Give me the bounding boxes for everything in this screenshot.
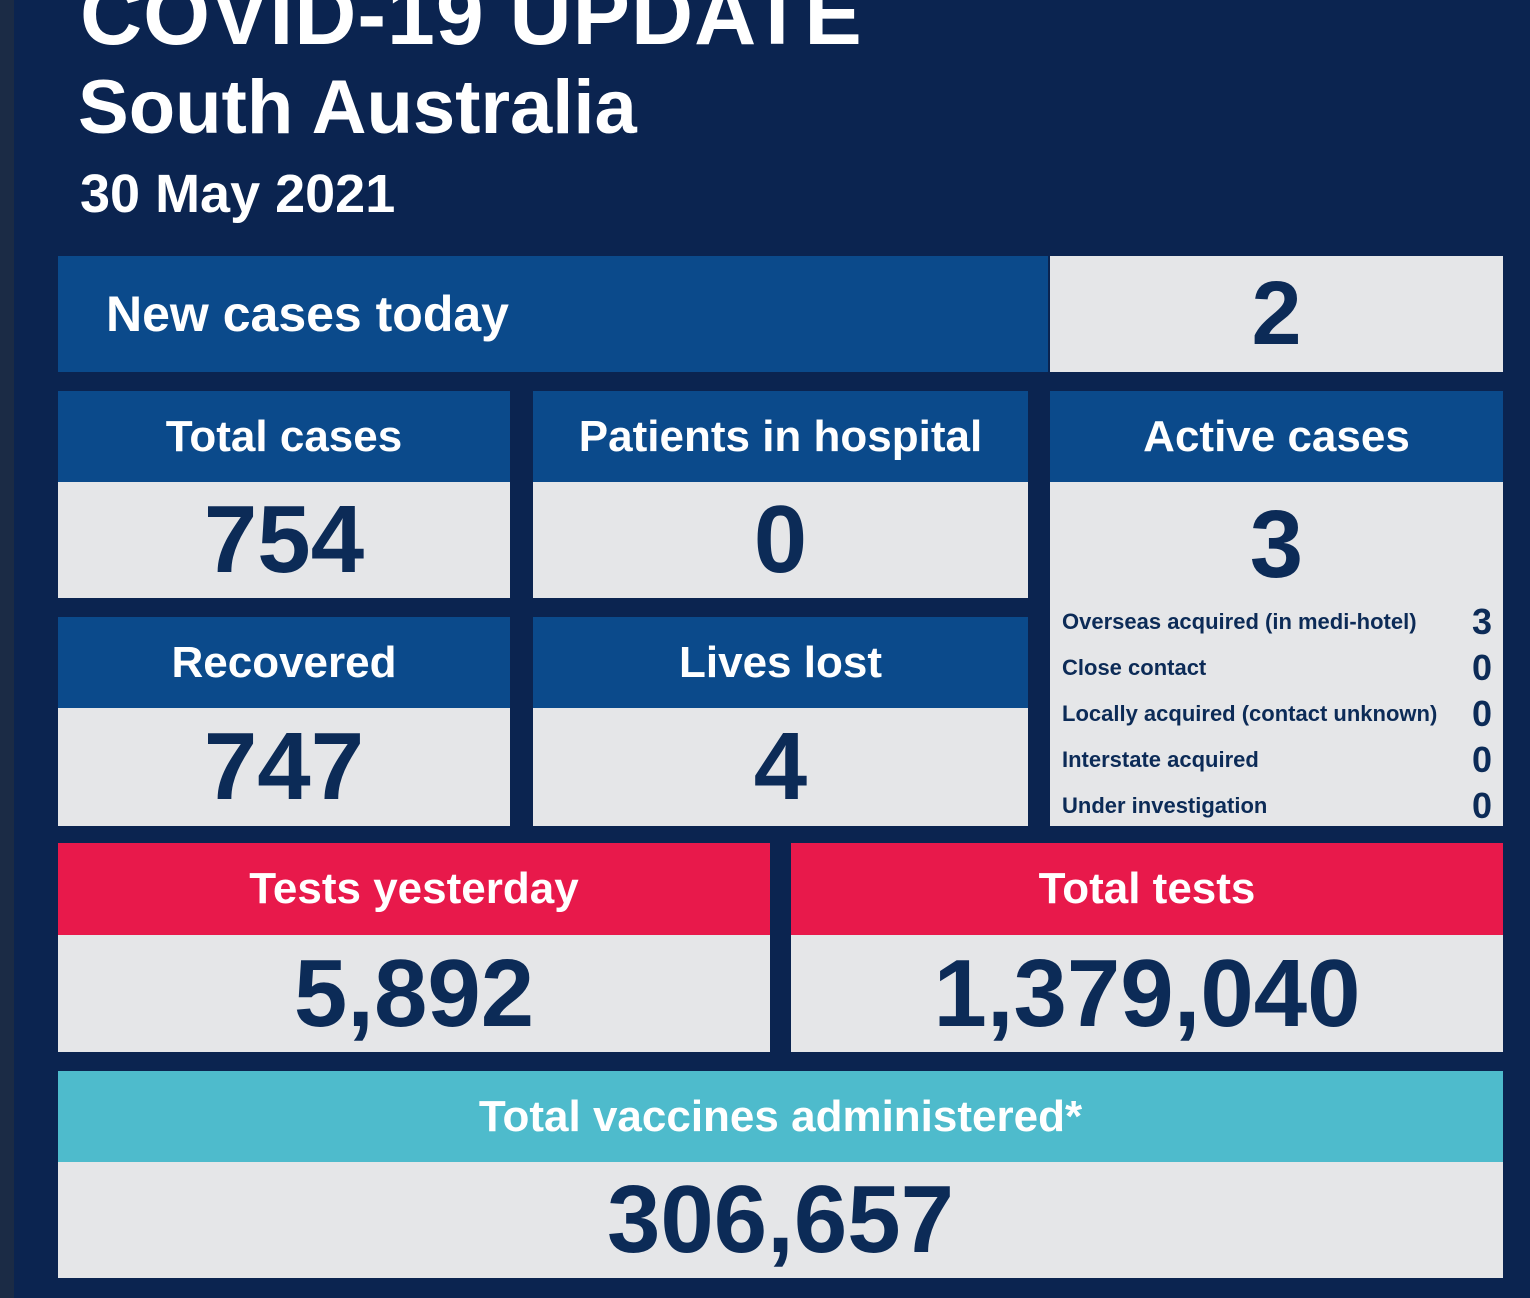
vaccines-label: Total vaccines administered*	[58, 1071, 1503, 1162]
breakdown-row: Close contact 0	[1062, 646, 1492, 690]
breakdown-row: Overseas acquired (in medi-hotel) 3	[1062, 600, 1492, 644]
breakdown-label: Locally acquired (contact unknown)	[1062, 701, 1438, 726]
new-cases-label: New cases today	[58, 256, 1048, 372]
new-cases-value: 2	[1050, 256, 1503, 372]
breakdown-row: Under investigation 0	[1062, 784, 1492, 828]
breakdown-label: Overseas acquired (in medi-hotel)	[1062, 609, 1417, 634]
tests-yesterday-label: Tests yesterday	[58, 843, 770, 935]
breakdown-row: Interstate acquired 0	[1062, 738, 1492, 782]
breakdown-value: 0	[1471, 647, 1492, 688]
active-cases-value: 3	[1249, 491, 1304, 598]
total-tests-value: 1,379,040	[791, 935, 1503, 1052]
title: COVID-19 UPDATE	[80, 0, 863, 63]
date: 30 May 2021	[80, 164, 396, 224]
breakdown-row: Locally acquired (contact unknown) 0	[1062, 692, 1492, 736]
subtitle: South Australia	[78, 65, 637, 150]
breakdown-label: Close contact	[1062, 655, 1207, 680]
total-cases-label: Total cases	[58, 391, 510, 482]
breakdown-value: 0	[1471, 785, 1492, 826]
breakdown-label: Interstate acquired	[1062, 747, 1259, 772]
breakdown-value: 0	[1471, 693, 1492, 734]
breakdown-label: Under investigation	[1062, 793, 1268, 818]
recovered-label: Recovered	[58, 617, 510, 708]
total-cases-value: 754	[58, 482, 510, 598]
hospital-value: 0	[533, 482, 1028, 598]
breakdown-value: 0	[1471, 739, 1492, 780]
lives-lost-value: 4	[533, 708, 1028, 826]
lives-lost-label: Lives lost	[533, 617, 1028, 708]
hospital-label: Patients in hospital	[533, 391, 1028, 482]
recovered-value: 747	[58, 708, 510, 826]
total-tests-label: Total tests	[791, 843, 1503, 935]
tests-yesterday-value: 5,892	[58, 935, 770, 1052]
edge-strip	[0, 0, 14, 1298]
breakdown-value: 3	[1471, 601, 1492, 642]
active-cases-panel: 3	[1050, 482, 1503, 826]
vaccines-value: 306,657	[58, 1162, 1503, 1278]
active-cases-label: Active cases	[1050, 391, 1503, 482]
